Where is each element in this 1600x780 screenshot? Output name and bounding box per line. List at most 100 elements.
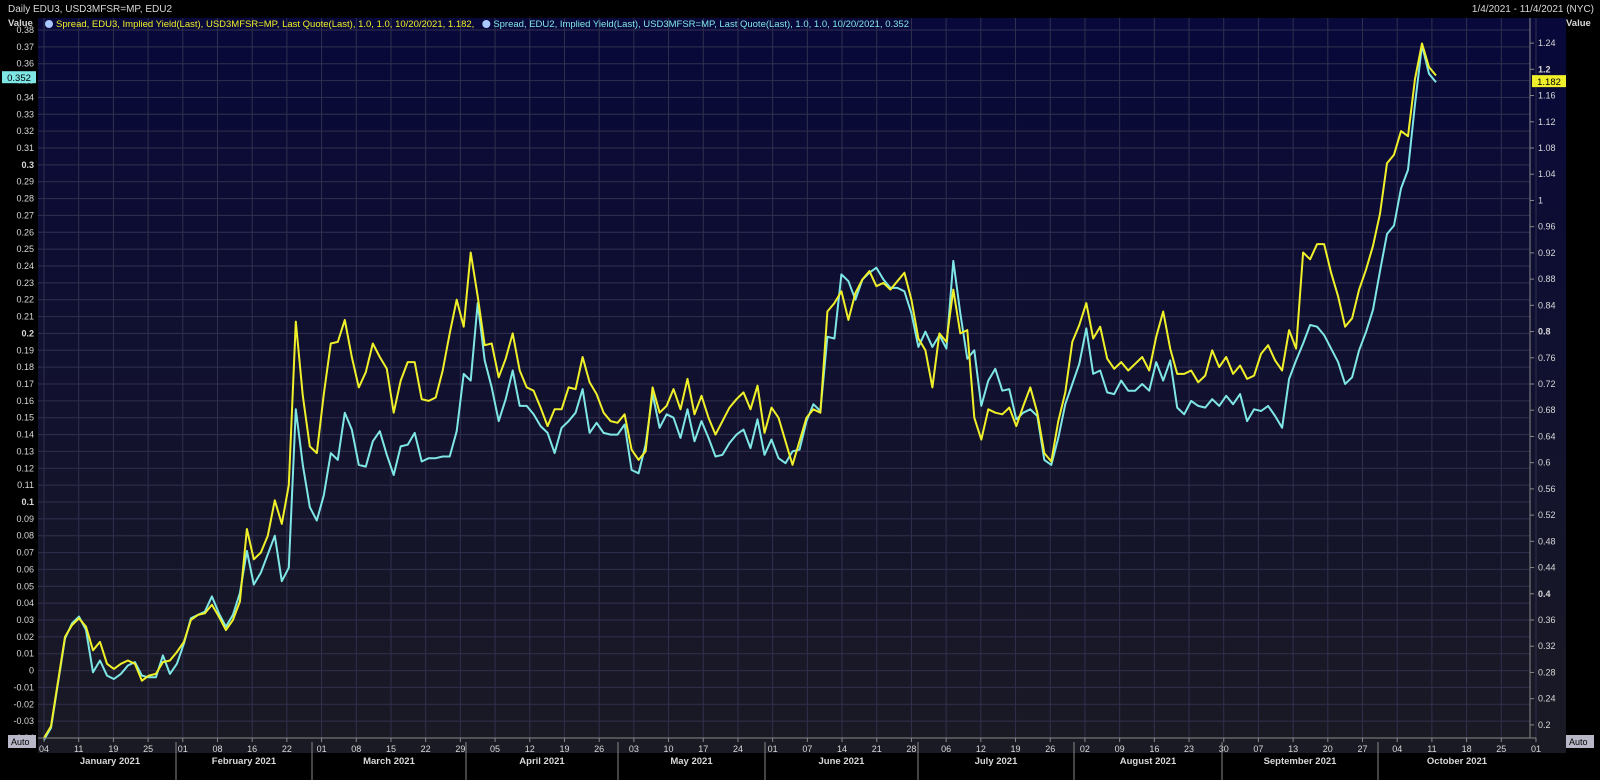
x-day-label: 21 (872, 744, 882, 754)
left-tick-label: 0.16 (16, 396, 34, 406)
x-day-label: 22 (282, 744, 292, 754)
left-tick-label: 0.06 (16, 564, 34, 574)
right-tick-label: 0.84 (1538, 300, 1556, 310)
x-day-label: 04 (1392, 744, 1402, 754)
x-day-label: 25 (143, 744, 153, 754)
left-tick-label: 0.1 (21, 497, 34, 507)
right-last-value-text: 1.182 (1537, 77, 1561, 88)
x-month-label: February 2021 (212, 756, 277, 767)
x-day-label: 24 (733, 744, 743, 754)
right-tick-label: 1.12 (1538, 117, 1556, 127)
left-tick-label: 0.15 (16, 413, 34, 423)
x-day-label: 14 (837, 744, 847, 754)
right-tick-label: 0.64 (1538, 431, 1556, 441)
right-tick-label: 0.76 (1538, 353, 1556, 363)
right-axis-label: Value (1566, 18, 1591, 29)
left-tick-label: 0.19 (16, 345, 34, 355)
x-day-label: 16 (1149, 744, 1159, 754)
x-month-label: September 2021 (1264, 756, 1338, 767)
auto-label-left: Auto (11, 737, 30, 747)
series-group (43, 42, 1437, 741)
left-tick-label: 0.27 (16, 210, 34, 220)
auto-button-left[interactable] (8, 735, 36, 748)
legend-2-icon (482, 20, 491, 28)
x-day-label: 01 (768, 744, 778, 754)
last-value-badges: 0.352 1.182 (2, 71, 1566, 88)
x-day-label: 04 (39, 744, 49, 754)
x-axis: 04 11 19 25 01 08 16 22 01 08 15 22 29 05 12 19 26 03 10 17… (38, 737, 1541, 780)
x-day-label: 23 (1184, 744, 1194, 754)
left-tick-label: 0.21 (16, 312, 34, 322)
legend: Spread, EDU3, Implied Yield(Last), USD3M… (45, 19, 909, 30)
x-day-label: 27 (1358, 744, 1368, 754)
right-tick-label: 0.92 (1538, 248, 1556, 258)
right-tick-label: 0.56 (1538, 484, 1556, 494)
left-tick-label: 0 (29, 666, 34, 676)
x-month-label: October 2021 (1427, 756, 1488, 767)
x-day-label: 12 (976, 744, 986, 754)
x-day-label: 19 (108, 744, 118, 754)
x-day-label: 26 (594, 744, 604, 754)
x-day-label: 25 (1496, 744, 1506, 754)
x-day-label: 19 (1011, 744, 1021, 754)
right-tick-label: 1.2 (1538, 64, 1551, 74)
legend-entry-edu3: Spread, EDU3, Implied Yield(Last), USD3M… (56, 19, 474, 30)
right-tick-label: 0.72 (1538, 379, 1556, 389)
x-month-label: August 2021 (1120, 756, 1177, 767)
right-tick-label: 0.28 (1538, 667, 1556, 677)
left-tick-label: 0.22 (16, 295, 34, 305)
x-day-label: 01 (178, 744, 188, 754)
right-tick-label: 1.16 (1538, 91, 1556, 101)
right-tick-label: 0.32 (1538, 641, 1556, 651)
left-tick-label: 0.05 (16, 581, 34, 591)
left-tick-label: 0.38 (16, 25, 34, 35)
left-tick-label: 0.37 (16, 42, 34, 52)
auto-button-right[interactable] (1566, 735, 1594, 748)
left-tick-label: 0.29 (16, 177, 34, 187)
x-month-label: June 2021 (819, 756, 866, 767)
legend-1-icon (45, 20, 53, 28)
left-tick-label: 0.26 (16, 227, 34, 237)
x-day-label: 29 (455, 744, 465, 754)
right-tick-label: 0.4 (1538, 589, 1551, 599)
series-line-edu3 (43, 42, 1437, 739)
right-tick-label: 0.88 (1538, 274, 1556, 284)
left-tick-label: 0.3 (21, 160, 34, 170)
x-day-label: 03 (629, 744, 639, 754)
x-day-label: 01 (1531, 744, 1541, 754)
left-last-value-badge (2, 71, 36, 84)
x-day-label: 07 (802, 744, 812, 754)
left-tick-label: 0.04 (16, 598, 34, 608)
grid-lines (38, 18, 1537, 739)
x-day-label: 02 (1080, 744, 1090, 754)
legend-entry-edu2: Spread, EDU2, Implied Yield(Last), USD3M… (493, 19, 909, 30)
x-day-label: 30 (1219, 744, 1229, 754)
left-tick-label: 0.13 (16, 446, 34, 456)
x-day-label: 07 (1253, 744, 1263, 754)
x-month-label: January 2021 (80, 756, 141, 767)
left-tick-label: 0.03 (16, 615, 34, 625)
left-tick-label: -0.03 (13, 716, 34, 726)
left-tick-label: 0.25 (16, 244, 34, 254)
right-tick-label: 0.48 (1538, 536, 1556, 546)
right-tick-label: 0.96 (1538, 222, 1556, 232)
chart-title: Daily EDU3, USD3MFSR=MP, EDU2 (8, 4, 172, 15)
right-tick-label: 0.52 (1538, 510, 1556, 520)
x-day-label: 01 (317, 744, 327, 754)
right-tick-label: 0.68 (1538, 405, 1556, 415)
right-tick-label: 0.2 (1538, 720, 1551, 730)
x-day-label: 08 (212, 744, 222, 754)
left-tick-label: 0.2 (21, 328, 34, 338)
right-tick-label: 0.44 (1538, 563, 1556, 573)
x-day-label: 15 (386, 744, 396, 754)
right-tick-label: 0.24 (1538, 694, 1556, 704)
left-tick-label: 0.11 (17, 480, 34, 490)
left-tick-label: 0.18 (16, 362, 34, 372)
right-tick-label: 0.6 (1538, 458, 1551, 468)
x-day-label: 09 (1115, 744, 1125, 754)
left-tick-label: 0.34 (16, 92, 34, 102)
left-tick-label: 0.33 (16, 109, 34, 119)
plot-area (38, 18, 1566, 753)
x-day-label: 10 (664, 744, 674, 754)
